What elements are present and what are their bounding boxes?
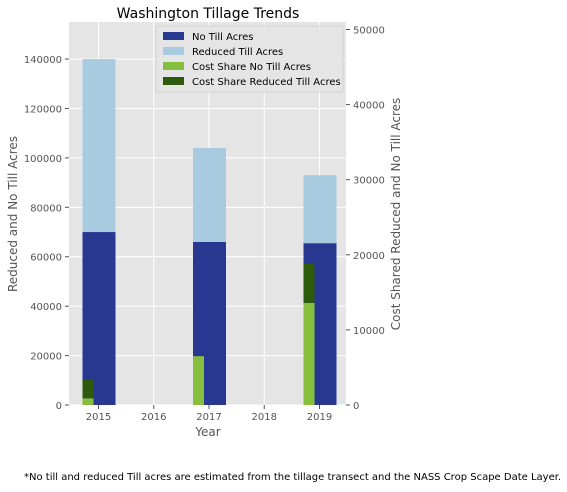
bar-reduced-till [82, 59, 116, 233]
y-right-tick-label: 30000 [353, 176, 385, 187]
legend-swatch [163, 47, 184, 55]
y-right-tick-label: 40000 [353, 101, 385, 112]
y-axis-label-left: Reduced and No Till Acres [6, 136, 20, 292]
x-tick-label: 2016 [141, 412, 166, 423]
bar-cost-share-no-till [303, 302, 315, 405]
bar-cost-share-no-till [193, 356, 204, 405]
y-tick-label: 80000 [30, 203, 62, 214]
x-tick-label: 2017 [196, 412, 221, 423]
legend-frame [155, 25, 344, 93]
x-tick-label: 2019 [307, 412, 332, 423]
legend: No Till Acres Reduced Till Acres Cost Shar… [155, 25, 344, 93]
x-tick-label: 2015 [86, 412, 111, 423]
y-tick-label: 60000 [30, 253, 62, 264]
y-tick-label: 100000 [24, 154, 62, 165]
bar-no-till [82, 232, 116, 405]
bar-cost-share-reduced-till [82, 379, 94, 399]
y-tick-label: 120000 [24, 104, 62, 115]
bars [82, 59, 337, 405]
axes: 0200004000060000800001000001200001400002… [24, 26, 385, 423]
y-axis-label-right: Cost Shared Reduced and No Till Acres [389, 98, 403, 331]
legend-label: Reduced Till Acres [192, 47, 283, 58]
y-tick-label: 40000 [30, 302, 62, 313]
x-tick-label: 2018 [252, 412, 277, 423]
legend-label: Cost Share No Till Acres [192, 62, 311, 73]
legend-label: Cost Share Reduced Till Acres [192, 77, 341, 88]
legend-swatch [163, 77, 184, 85]
chart-title: Washington Tillage Trends [117, 6, 300, 22]
bar-reduced-till [193, 148, 226, 242]
bar-reduced-till [303, 175, 337, 244]
y-tick-label: 0 [56, 401, 62, 412]
legend-swatch [163, 32, 184, 40]
y-tick-label: 140000 [24, 55, 62, 66]
legend-swatch [163, 62, 184, 70]
bar-cost-share-no-till [82, 398, 94, 405]
y-right-tick-label: 20000 [353, 251, 385, 262]
footnote: *No till and reduced Till acres are esti… [24, 472, 562, 483]
y-tick-label: 20000 [30, 352, 62, 363]
bar-cost-share-reduced-till [303, 263, 315, 303]
y-right-tick-label: 50000 [353, 26, 385, 37]
y-right-tick-label: 10000 [353, 326, 385, 337]
y-right-tick-label: 0 [353, 401, 359, 412]
legend-label: No Till Acres [192, 32, 254, 43]
x-axis-label: Year [194, 425, 220, 439]
